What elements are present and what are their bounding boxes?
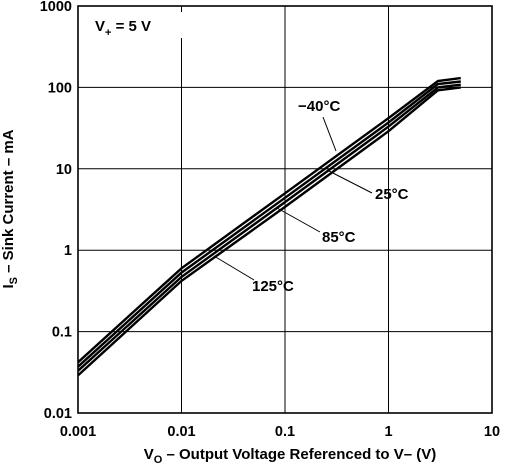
y-tick-label: 0.01 bbox=[44, 406, 72, 422]
xlabel-main: V bbox=[144, 446, 154, 463]
condition-rest: = 5 V bbox=[111, 18, 151, 35]
ylabel-sub: S bbox=[8, 277, 20, 284]
x-tick-label: 0.1 bbox=[275, 424, 295, 440]
series-annotation: 25°C bbox=[375, 186, 409, 203]
annotation-leaders bbox=[213, 116, 373, 281]
y-tick-label: 100 bbox=[48, 80, 72, 96]
y-tick-label: 1 bbox=[64, 243, 72, 259]
condition-sub: + bbox=[105, 27, 111, 39]
condition-main: V bbox=[95, 18, 105, 35]
xlabel-sub: O bbox=[154, 454, 163, 466]
y-tick-labels: 0.01 0.1 1 10 100 1000 bbox=[40, 0, 72, 422]
x-tick-label: 1 bbox=[384, 424, 392, 440]
series-annotations: −40°C 25°C 85°C 125°C bbox=[252, 98, 409, 295]
x-axis-label: VO – Output Voltage Referenced to V– (V) bbox=[144, 446, 437, 466]
ylabel-rest: – Sink Current – mA bbox=[0, 129, 17, 277]
y-tick-label: 10 bbox=[56, 162, 72, 178]
y-axis-label: IS – Sink Current – mA bbox=[0, 129, 20, 288]
series-annotation: −40°C bbox=[298, 98, 340, 115]
series-line bbox=[77, 86, 461, 377]
x-tick-label: 0.01 bbox=[167, 424, 195, 440]
annotation-leader bbox=[276, 207, 321, 233]
x-tick-labels: 0.001 0.01 0.1 1 10 bbox=[60, 424, 500, 440]
x-tick-label: 0.001 bbox=[60, 424, 96, 440]
series-annotation: 125°C bbox=[252, 278, 294, 295]
plot-frame bbox=[77, 5, 493, 414]
x-tick-label: 10 bbox=[484, 424, 500, 440]
series-annotation: 85°C bbox=[322, 229, 356, 246]
grid-lines bbox=[77, 5, 493, 414]
supply-condition-label: V+ = 5 V bbox=[95, 18, 151, 39]
ylabel-main: I bbox=[0, 284, 17, 288]
annotation-leader bbox=[326, 169, 373, 194]
y-tick-label: 0.1 bbox=[52, 325, 72, 341]
series-line bbox=[77, 76, 461, 364]
annotation-leader bbox=[213, 255, 255, 281]
condition-backdrop bbox=[90, 12, 182, 38]
y-tick-label: 1000 bbox=[40, 0, 72, 15]
series-line bbox=[77, 83, 461, 372]
series-line bbox=[77, 80, 461, 368]
annotation-leader bbox=[322, 116, 337, 152]
xlabel-rest: – Output Voltage Referenced to V– (V) bbox=[162, 446, 436, 463]
series-curves bbox=[77, 76, 461, 377]
